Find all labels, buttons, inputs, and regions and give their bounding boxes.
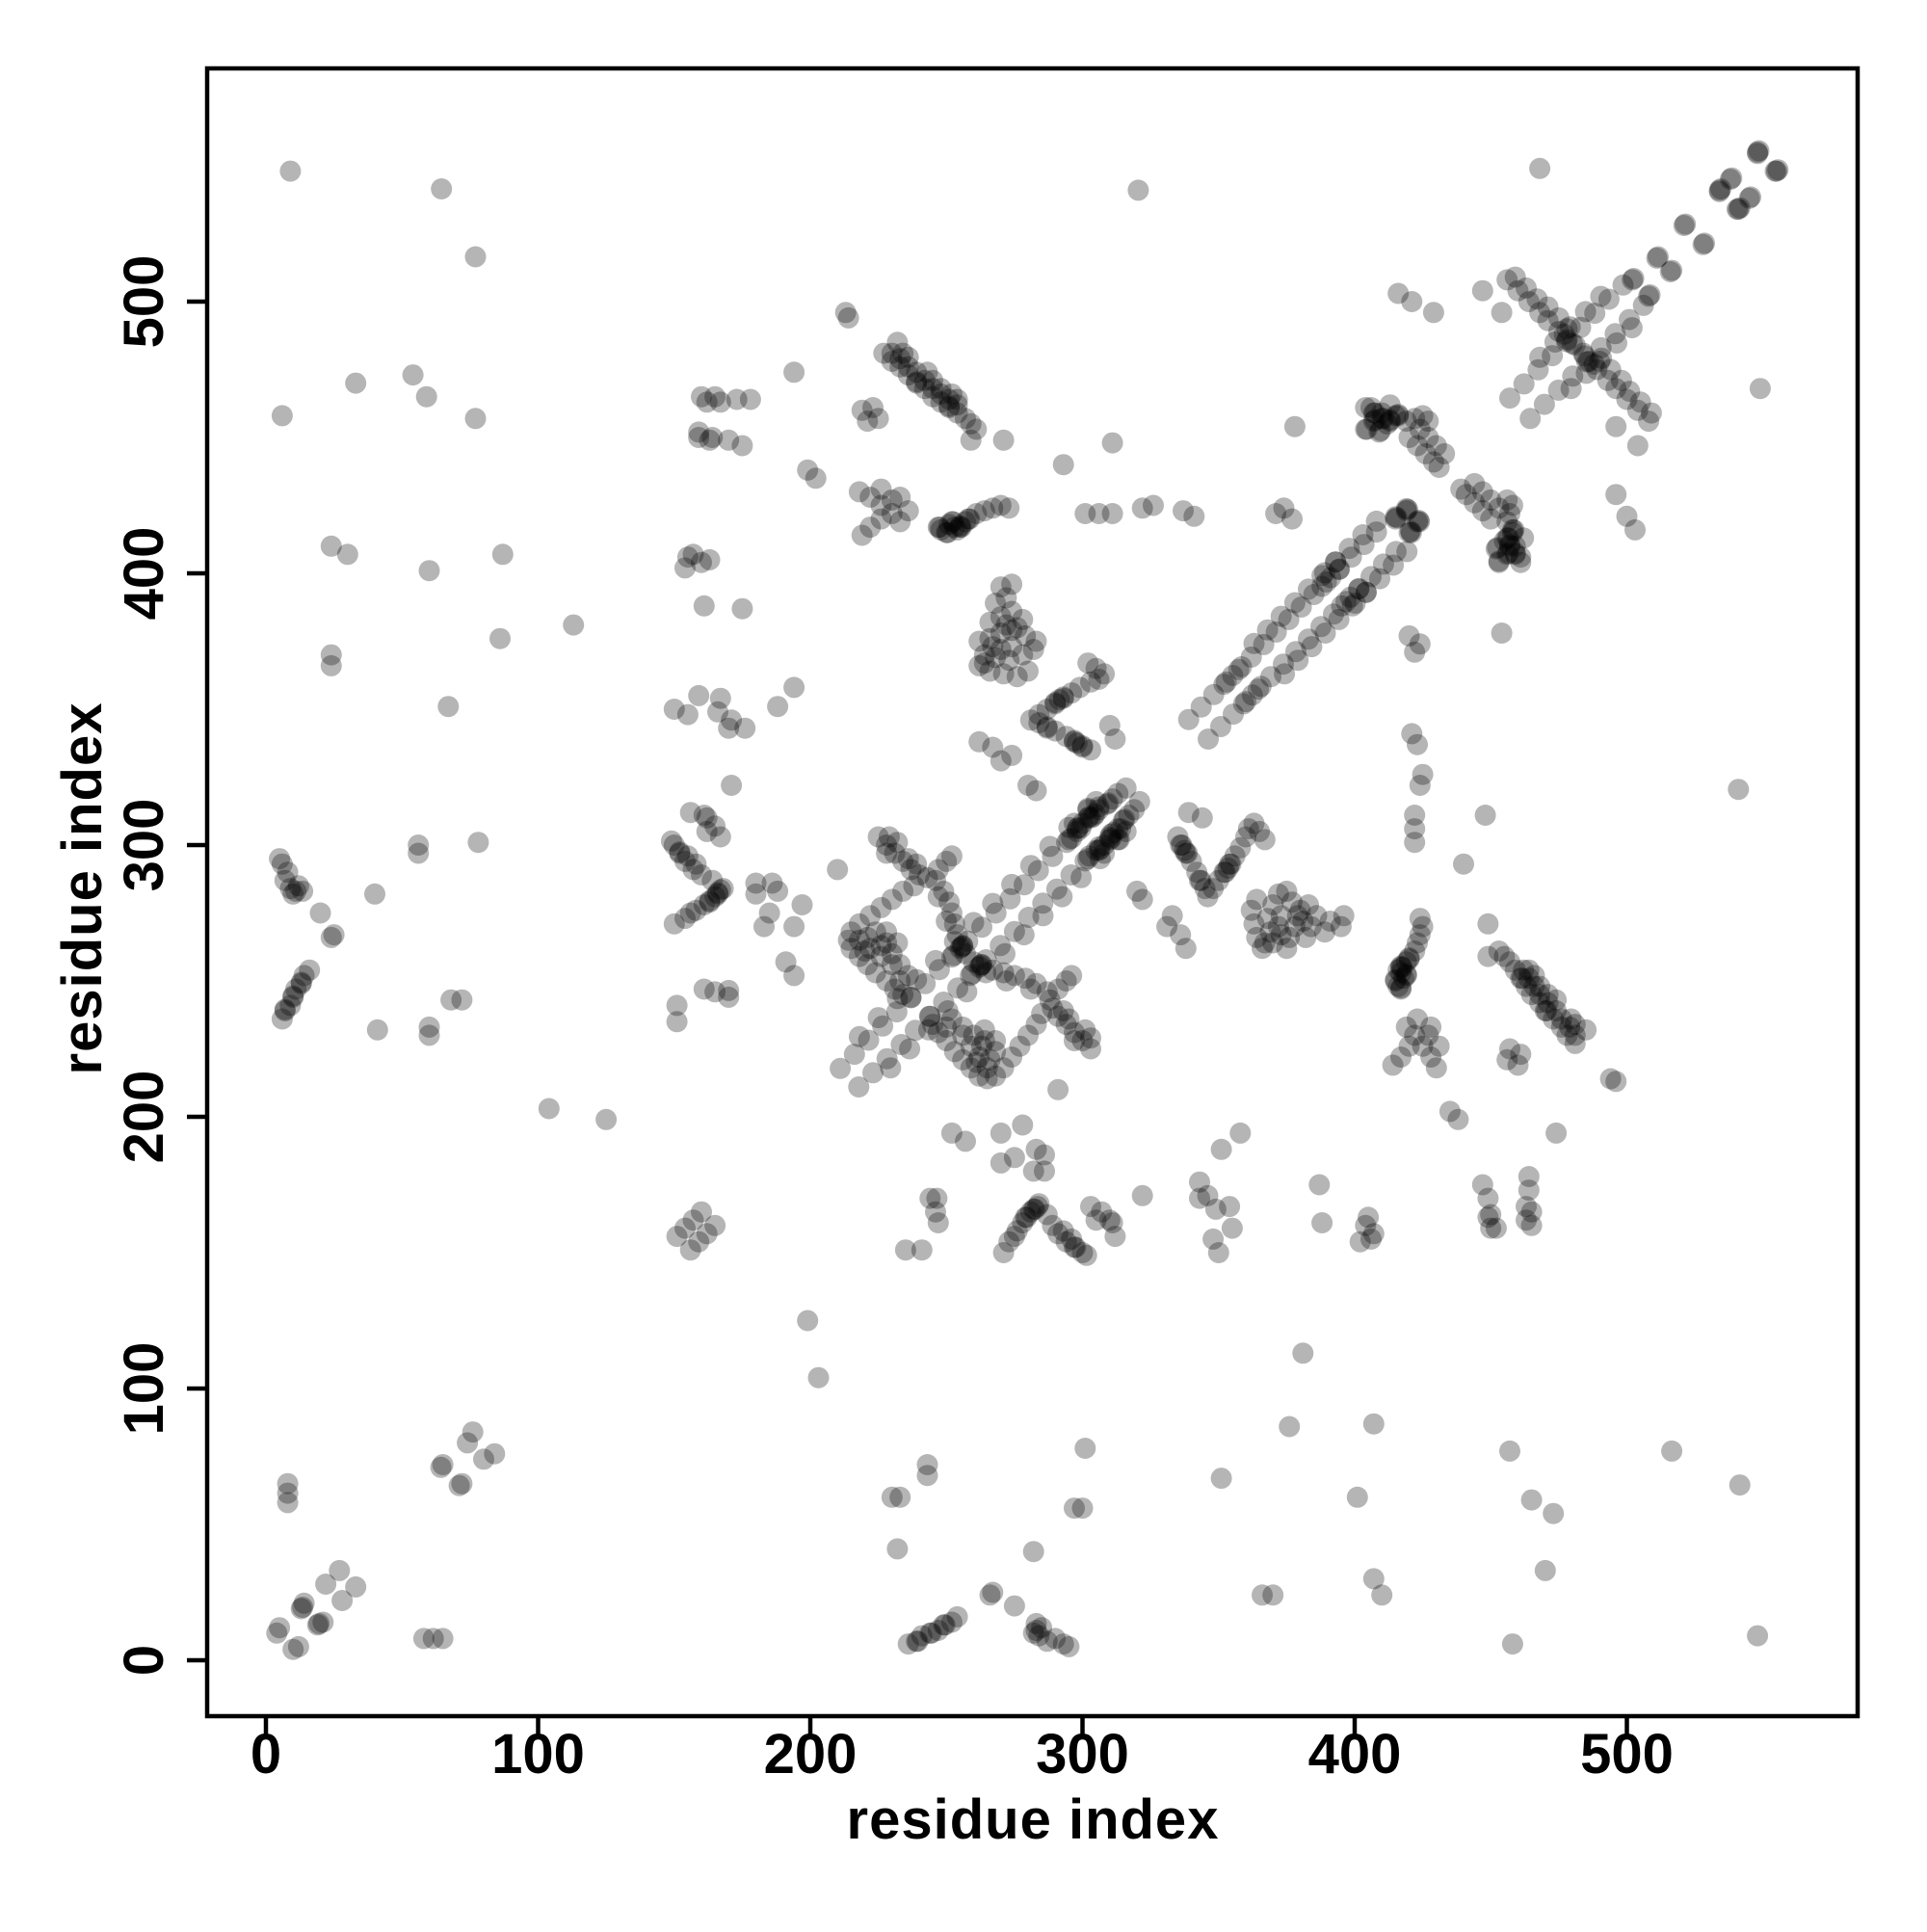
svg-text:residue index: residue index [847,1788,1220,1851]
svg-text:200: 200 [113,1071,175,1164]
svg-text:300: 300 [113,799,175,892]
svg-text:200: 200 [764,1723,858,1786]
svg-text:500: 500 [113,255,175,349]
svg-text:300: 300 [1036,1723,1129,1786]
svg-text:400: 400 [1308,1723,1402,1786]
svg-text:residue index: residue index [51,702,114,1075]
svg-text:500: 500 [1580,1723,1674,1786]
svg-text:100: 100 [113,1342,175,1436]
svg-text:400: 400 [113,527,175,621]
svg-text:0: 0 [113,1645,175,1676]
svg-text:0: 0 [251,1723,281,1786]
svg-text:100: 100 [491,1723,585,1786]
